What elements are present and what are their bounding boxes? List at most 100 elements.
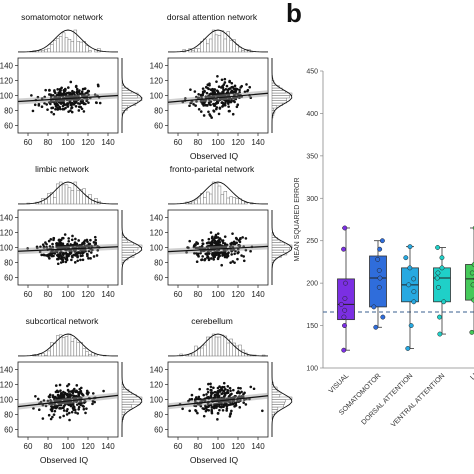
data-point <box>91 399 95 403</box>
data-point <box>32 407 35 410</box>
hist-bar <box>229 40 233 53</box>
data-point <box>71 394 75 397</box>
panel-title: subcortical network <box>26 316 100 326</box>
hist-bar <box>229 196 233 205</box>
data-point <box>202 101 206 105</box>
data-point <box>379 238 385 244</box>
data-point <box>239 237 242 240</box>
y-tick-label: 60 <box>4 274 13 283</box>
data-point <box>380 314 386 320</box>
data-point <box>88 242 92 246</box>
data-point <box>207 395 210 399</box>
data-point <box>211 235 214 239</box>
data-point <box>244 248 248 252</box>
data-point <box>74 84 78 88</box>
data-point <box>234 236 238 240</box>
data-point <box>95 254 99 257</box>
data-point <box>41 417 45 420</box>
data-point <box>71 89 74 93</box>
y-tick-label: 80 <box>4 259 13 268</box>
data-point <box>223 394 227 397</box>
data-point <box>68 393 72 396</box>
data-point <box>218 252 221 255</box>
y-tick-label: 60 <box>154 426 163 435</box>
data-point <box>213 390 217 394</box>
data-point <box>437 314 442 320</box>
y-tick-label: 80 <box>154 259 163 268</box>
data-point <box>46 108 49 111</box>
hist-bar <box>121 105 128 109</box>
hist-bar <box>121 90 132 94</box>
data-point <box>221 90 224 94</box>
data-point <box>226 91 230 94</box>
hist-bar <box>70 190 75 205</box>
data-point <box>205 241 209 245</box>
data-point <box>64 260 68 264</box>
box-body <box>465 264 474 301</box>
data-point <box>56 106 60 110</box>
data-point <box>215 106 219 109</box>
data-point <box>50 400 53 403</box>
data-point <box>59 389 62 392</box>
data-point <box>42 399 46 402</box>
y-tick-label: 120 <box>0 229 14 238</box>
data-point <box>74 411 77 414</box>
data-point <box>209 396 213 399</box>
data-point <box>215 406 218 409</box>
data-point <box>66 393 69 396</box>
data-point <box>469 270 474 276</box>
data-point <box>214 402 218 406</box>
data-point <box>213 255 217 259</box>
y-tick-label: 120 <box>150 381 164 390</box>
data-point <box>341 314 347 320</box>
data-point <box>199 110 203 113</box>
data-point <box>69 101 72 105</box>
data-point <box>231 112 235 116</box>
data-point <box>91 402 94 406</box>
y-tick-label: 200 <box>306 281 318 288</box>
data-point <box>243 90 247 94</box>
data-point <box>83 399 87 403</box>
data-point <box>203 257 207 261</box>
data-point <box>198 387 201 391</box>
data-point <box>471 262 474 267</box>
data-point <box>67 411 71 415</box>
data-point <box>221 97 225 101</box>
data-point <box>203 399 207 403</box>
hist-bar <box>271 406 279 410</box>
x-tick-label: 120 <box>231 442 245 451</box>
data-point <box>411 299 417 305</box>
data-point <box>197 395 201 399</box>
data-point <box>229 99 233 103</box>
hist-bar <box>223 191 228 205</box>
data-point <box>84 92 87 95</box>
data-point <box>66 242 69 246</box>
data-point <box>470 282 474 288</box>
data-point <box>60 255 64 259</box>
y-tick-label: 140 <box>0 366 14 375</box>
hist-bar <box>50 43 54 53</box>
data-point <box>70 110 74 114</box>
data-point <box>55 99 59 103</box>
data-point <box>207 101 211 105</box>
data-point <box>221 254 224 257</box>
data-point <box>81 254 84 257</box>
data-point <box>217 92 220 96</box>
data-point <box>216 90 220 93</box>
x-tick-label: 60 <box>24 442 33 451</box>
hist-bar <box>271 105 278 109</box>
hist-bar <box>223 38 228 53</box>
hist-bar <box>194 199 198 205</box>
data-point <box>44 404 48 408</box>
regression-line <box>17 394 119 408</box>
data-point <box>222 389 226 393</box>
data-point <box>66 105 69 108</box>
panel-b-letter: b <box>286 0 302 28</box>
data-point <box>82 407 86 411</box>
data-point <box>225 252 229 256</box>
data-point <box>84 102 87 106</box>
data-point <box>61 396 65 400</box>
hist-bar <box>76 190 80 205</box>
y-tick-label: 140 <box>0 62 14 71</box>
x-tick-label: 140 <box>101 138 115 147</box>
